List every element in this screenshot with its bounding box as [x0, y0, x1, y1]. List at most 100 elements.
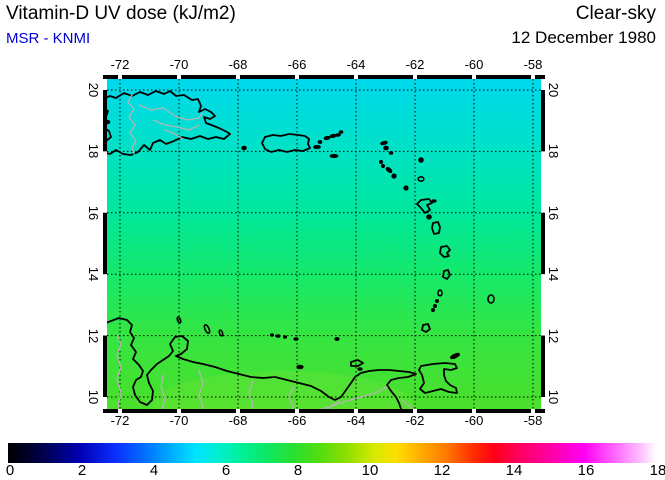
figure-title: Vitamin-D UV dose (kJ/m2): [6, 3, 236, 24]
coastline: [439, 245, 451, 258]
lon-tick-label-top: -64: [346, 57, 366, 72]
coastline: [103, 90, 231, 156]
island: [241, 145, 247, 151]
high-dose-patch: [153, 371, 413, 413]
lon-tick-label-bottom: -64: [346, 413, 366, 428]
colorbar-tick-label: 14: [505, 462, 523, 479]
island: [380, 164, 385, 169]
island: [329, 154, 339, 159]
island: [283, 335, 288, 339]
coastline: [418, 362, 458, 394]
island: [434, 299, 439, 304]
map-frame: [103, 75, 545, 413]
coastline: [103, 317, 417, 413]
lat-tick-label-right: 20: [546, 82, 561, 98]
lon-tick-label-top: -70: [169, 57, 189, 72]
lat-tick-label-left: 20: [86, 82, 101, 98]
island: [430, 308, 435, 313]
island: [317, 140, 323, 145]
island: [431, 199, 437, 203]
lat-tick-label-left: 16: [86, 205, 101, 221]
island: [334, 336, 340, 341]
island: [203, 324, 211, 334]
colorbar-tick-label: 12: [433, 462, 451, 479]
lon-tick-label-bottom: -70: [169, 413, 189, 428]
inland-border-line: [116, 334, 122, 413]
island: [432, 304, 437, 309]
lon-tick-label-bottom: -72: [110, 413, 130, 428]
sky-condition-label: Clear-sky: [575, 3, 656, 24]
island: [270, 333, 275, 337]
island: [450, 352, 460, 360]
colorbar-tick-label: 2: [77, 462, 87, 479]
lon-tick-label-top: -66: [287, 57, 307, 72]
island: [176, 316, 182, 324]
graticule: [103, 75, 545, 413]
coastline: [261, 133, 311, 153]
colorbar-tick-label: 18: [649, 462, 665, 479]
island: [383, 145, 389, 151]
lat-tick-label-left: 12: [86, 328, 101, 343]
island: [323, 135, 331, 141]
colorbar-tick-label: 8: [293, 462, 303, 479]
island: [296, 364, 304, 370]
island: [418, 157, 424, 163]
lat-tick-label-left: 18: [86, 144, 101, 159]
colorbar-tick-label: 10: [361, 462, 379, 479]
island: [218, 329, 224, 337]
island: [417, 176, 425, 183]
colorbar-tick-label: 0: [5, 462, 15, 479]
coastline: [350, 359, 364, 367]
lat-tick-label-left: 10: [86, 389, 101, 405]
island: [329, 133, 337, 139]
colorbar: [8, 443, 656, 463]
lon-tick-label-bottom: -60: [464, 413, 484, 428]
inland-border-line: [127, 94, 137, 155]
island: [437, 289, 443, 297]
island: [335, 133, 341, 137]
inland-border-line: [138, 104, 203, 121]
lon-tick-label-bottom: -68: [228, 413, 248, 428]
coastline: [431, 221, 441, 235]
island: [293, 337, 299, 341]
date-label: 12 December 1980: [511, 28, 656, 47]
lat-tick-label-left: 14: [86, 266, 101, 282]
lon-tick-label-bottom: -58: [523, 413, 543, 428]
island: [403, 185, 409, 191]
inland-border-line: [164, 129, 184, 140]
island: [275, 334, 281, 338]
coastline: [421, 323, 431, 333]
island: [385, 166, 393, 174]
data-source-label: MSR - KNMI: [6, 30, 91, 47]
island: [313, 145, 321, 150]
coastline: [416, 198, 433, 214]
lat-tick-label-right: 10: [546, 389, 561, 405]
island: [487, 294, 495, 304]
island: [391, 173, 397, 179]
lon-tick-label-top: -58: [523, 57, 543, 72]
island: [378, 160, 383, 165]
coastline: [442, 269, 451, 280]
island: [426, 214, 432, 220]
lat-tick-label-right: 12: [546, 328, 561, 343]
island: [380, 140, 388, 146]
lon-tick-label-bottom: -62: [405, 413, 425, 428]
lon-tick-label-top: -62: [405, 57, 425, 72]
colorbar-tick-label: 6: [221, 462, 231, 479]
inland-border-line: [152, 119, 200, 131]
inland-border-line: [160, 374, 166, 413]
island: [388, 151, 394, 155]
lon-tick-label-top: -60: [464, 57, 484, 72]
colorbar-tick-label: 16: [577, 462, 595, 479]
lon-tick-label-top: -68: [228, 57, 248, 72]
lat-tick-label-right: 14: [546, 266, 561, 282]
lat-tick-label-right: 16: [546, 205, 561, 221]
colorbar-tick-label: 4: [149, 462, 159, 479]
island: [357, 367, 363, 371]
lon-tick-label-bottom: -66: [287, 413, 307, 428]
island: [338, 130, 344, 134]
lat-tick-label-right: 18: [546, 144, 561, 159]
lon-tick-label-top: -72: [110, 57, 130, 72]
